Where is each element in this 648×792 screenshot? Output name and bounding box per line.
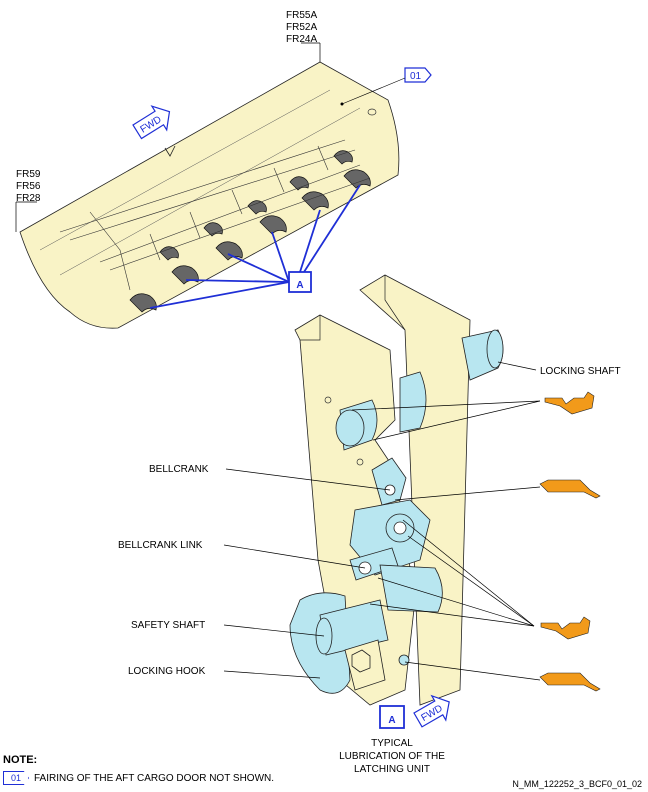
detail-a-leaders xyxy=(149,184,361,309)
svg-text:A: A xyxy=(388,715,395,726)
svg-text:01: 01 xyxy=(410,71,422,82)
latch-hooks-row xyxy=(59,139,371,313)
fwd-arrow-upper-icon: FWD xyxy=(132,105,171,140)
frame-label-top-1: FR55A xyxy=(286,10,317,21)
figure-id: N_MM_122252_3_BCF0_01_02 xyxy=(512,779,642,789)
safety-shaft-part xyxy=(289,592,389,694)
fwd-arrow-lower-icon: FWD xyxy=(413,694,450,728)
grease-gun-icon-2 xyxy=(539,479,601,499)
detail-a-ref-lower: A xyxy=(379,705,405,729)
note-text: FAIRING OF THE AFT CARGO DOOR NOT SHOWN. xyxy=(34,772,275,784)
frame-label-top-2: FR52A xyxy=(286,22,317,33)
label-bellcrank-link: BELLCRANK LINK xyxy=(118,540,203,551)
bellcrank-link-part xyxy=(349,547,443,613)
caption-line-2: LUBRICATION OF THE xyxy=(339,751,445,762)
part-leader-lines xyxy=(223,361,541,681)
frame-label-top-3: FR24A xyxy=(286,34,317,45)
detail-a-ref-upper: A xyxy=(288,271,312,293)
frame-leader-lines xyxy=(15,42,321,232)
frame-label-left-1: FR59 xyxy=(16,169,41,180)
lubricant-gun-icon-3 xyxy=(540,616,591,640)
grease-gun-icon-4 xyxy=(539,672,601,692)
callout-01-tag: 01 xyxy=(340,67,432,106)
label-safety-shaft: SAFETY SHAFT xyxy=(131,620,205,631)
label-bellcrank: BELLCRANK xyxy=(149,464,209,475)
door-sill-panel xyxy=(19,61,400,329)
frame-label-left-2: FR56 xyxy=(16,181,41,192)
lubricant-gun-icon-1 xyxy=(544,391,595,415)
note-tag: 01 xyxy=(3,771,29,785)
svg-text:A: A xyxy=(296,280,303,291)
label-locking-hook: LOCKING HOOK xyxy=(128,666,206,677)
note-heading: NOTE: xyxy=(3,754,38,766)
frame-label-left-3: FR28 xyxy=(16,193,41,204)
label-locking-shaft: LOCKING SHAFT xyxy=(540,366,621,377)
caption-line-1: TYPICAL xyxy=(371,738,413,749)
note-line: 01 FAIRING OF THE AFT CARGO DOOR NOT SHO… xyxy=(3,771,274,785)
locking-hook-part xyxy=(344,639,410,691)
caption-line-3: LATCHING UNIT xyxy=(354,764,430,775)
locking-shaft-part xyxy=(335,329,504,451)
